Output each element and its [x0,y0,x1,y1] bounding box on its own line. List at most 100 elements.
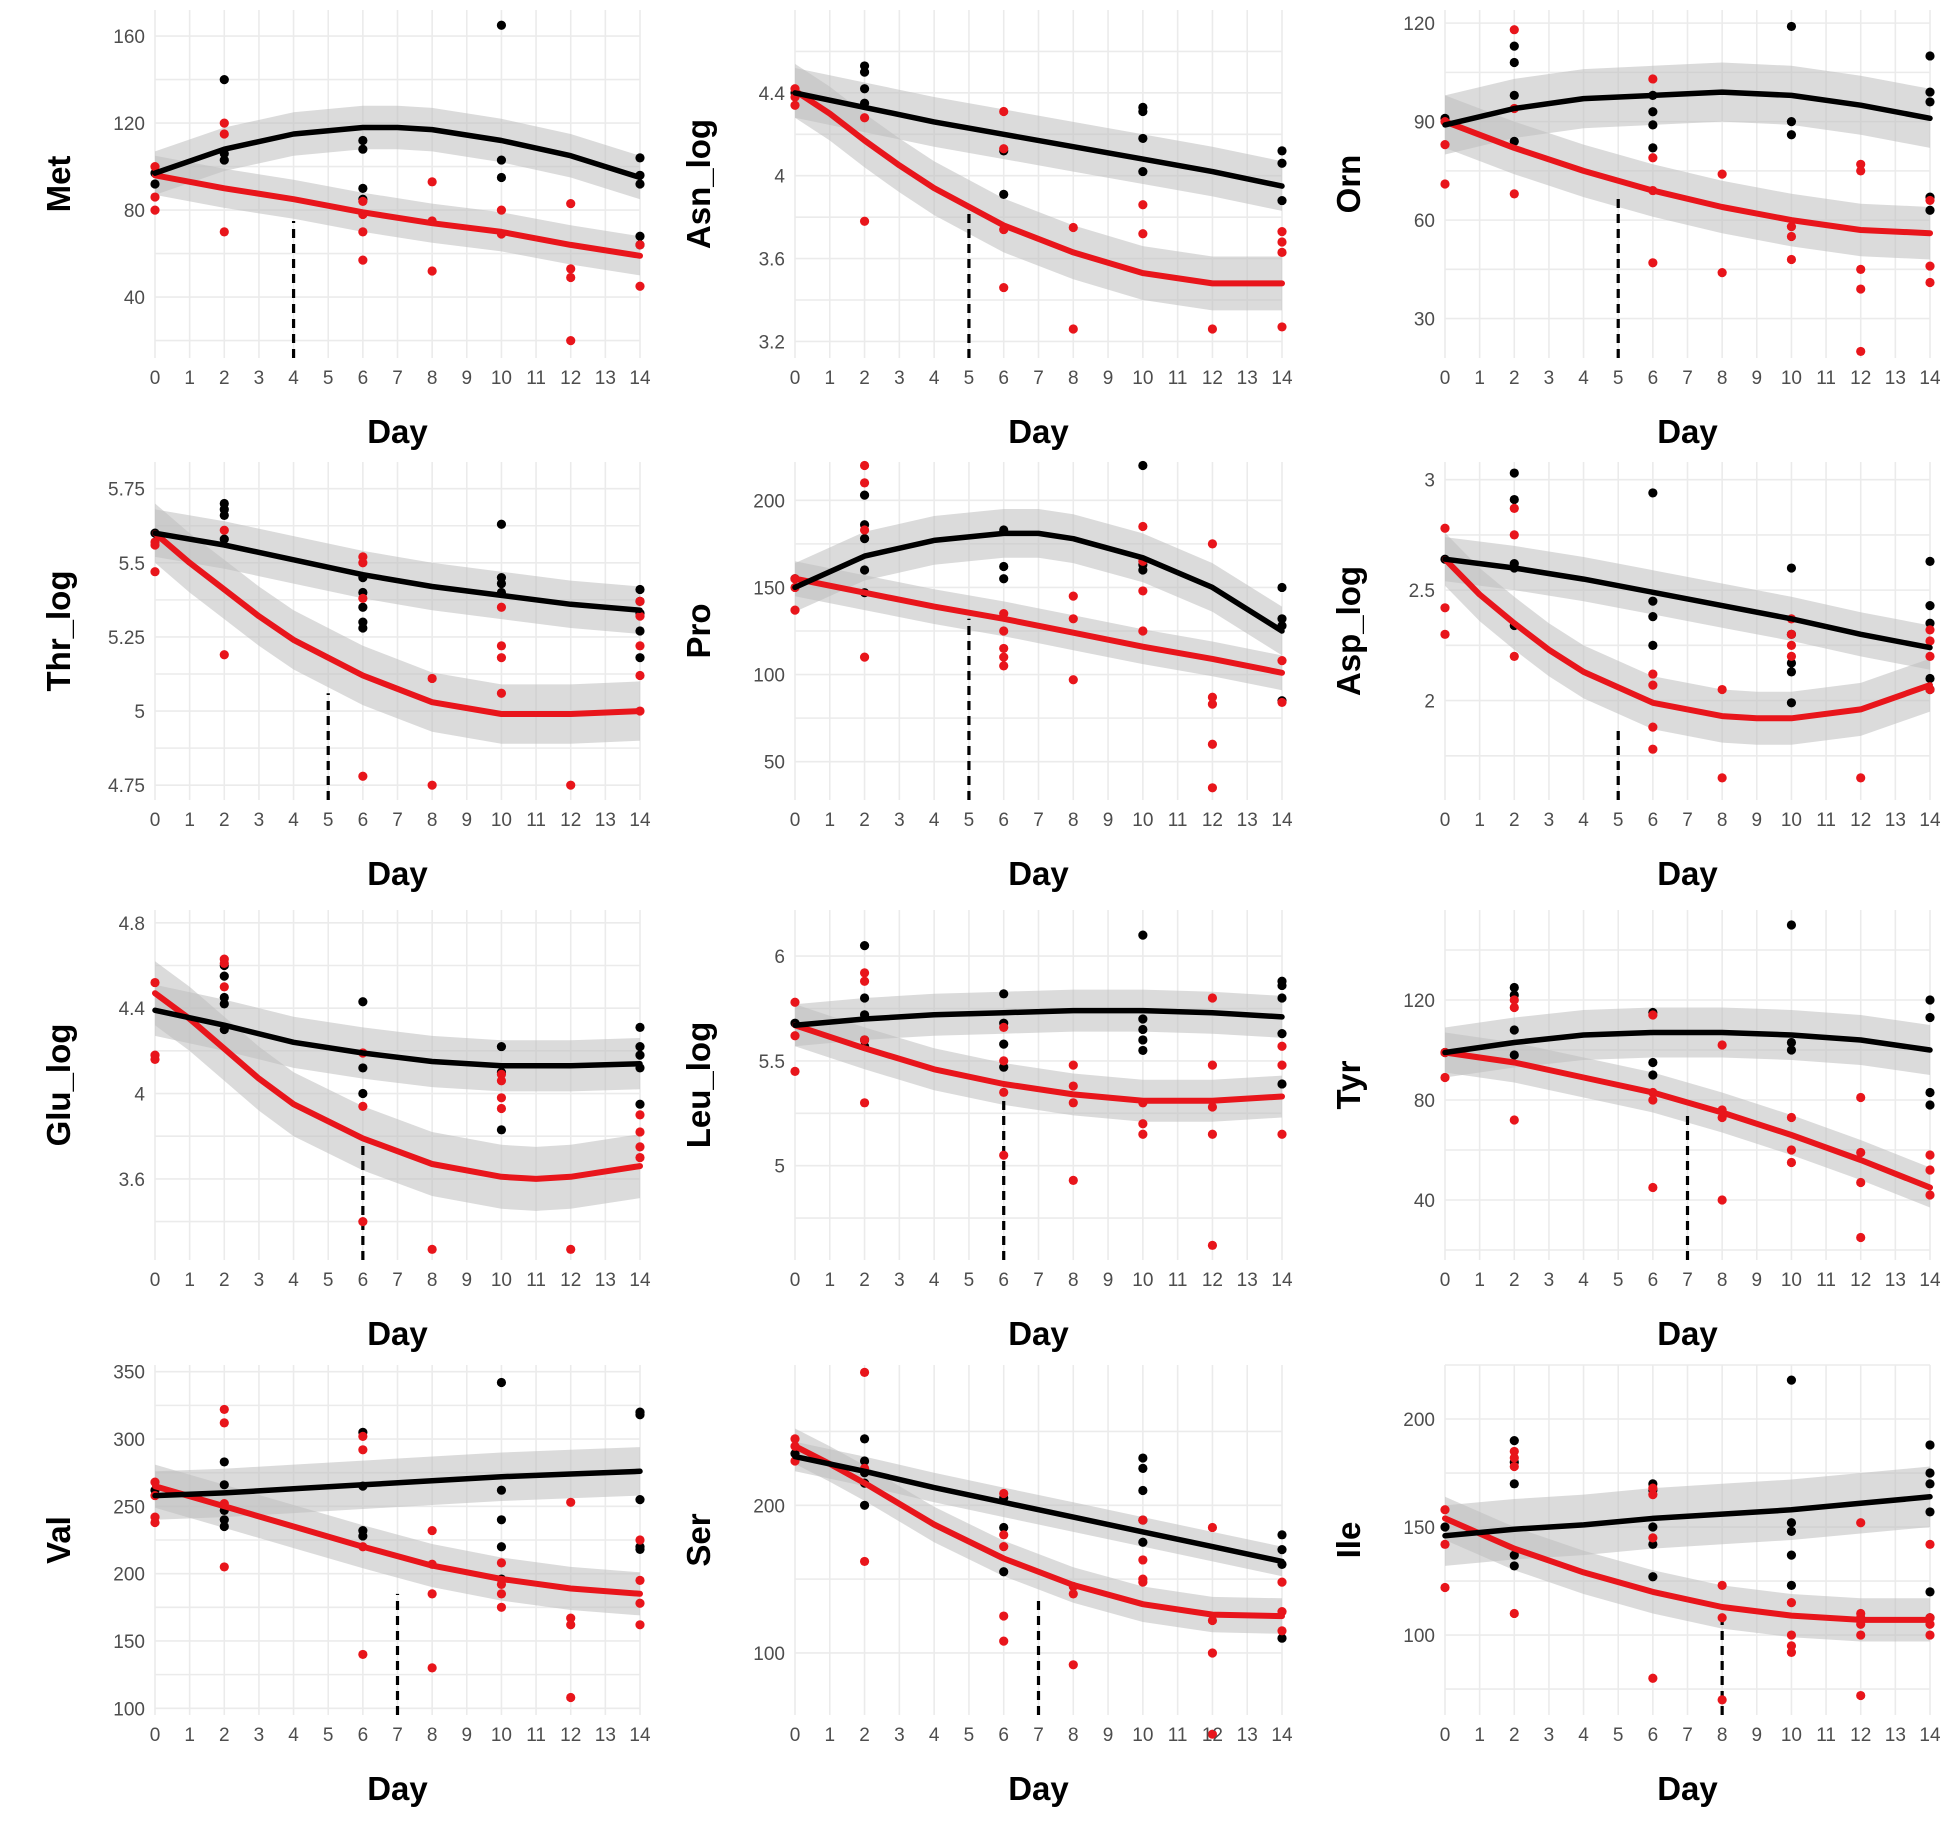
x-tick-label: 11 [1168,1270,1188,1291]
treated-point [1856,284,1866,294]
control-fit-line [792,1007,1285,1029]
control-point [1786,1518,1797,1528]
x-tick-label: 2 [859,1725,870,1746]
control-point [1277,1530,1287,1540]
control-confidence-band [1445,537,1930,670]
treated-point [496,688,507,698]
y-tick-label: 90 [1414,113,1435,134]
x-tick-label: 1 [824,810,835,831]
treated-point [1207,1129,1218,1139]
x-tick-label: 5 [964,1270,975,1291]
treated-point [219,650,229,660]
treated-point [358,593,368,603]
x-tick-label: 8 [1717,1270,1728,1291]
treated-point [566,198,576,209]
control-point [1277,195,1287,206]
control-point [1277,1079,1287,1089]
y-axis-label: Ser [680,1513,717,1566]
control-point [859,941,870,951]
treated-point [1786,222,1797,232]
control-point [1648,612,1658,622]
x-tick-label: 0 [1440,1725,1451,1746]
x-tick-label: 0 [1440,810,1451,831]
control-point [1786,1045,1797,1055]
treated-point [1207,1060,1218,1070]
control-point [859,1434,870,1444]
control-point [219,1480,229,1490]
control-point [358,183,368,193]
x-tick-label: 7 [1682,1270,1693,1291]
x-tick-label: 2 [859,810,870,831]
treated-point [999,282,1009,293]
control-point [859,84,870,94]
treated-point [1207,324,1218,334]
treated-point [1440,603,1450,613]
x-tick-label: 6 [998,1270,1009,1291]
control-point [859,565,870,575]
x-tick-label: 12 [1850,810,1871,831]
control-point [1138,930,1148,940]
y-tick-label: 100 [753,1644,785,1665]
treated-point [1138,1515,1148,1525]
treated-point [1717,1195,1727,1205]
x-tick-label: 14 [1271,810,1293,831]
treated-point [358,1649,368,1660]
control-point [219,999,229,1009]
y-tick-label: 5.5 [759,1052,785,1073]
treated-point [1207,1102,1218,1112]
x-tick-label: 2 [219,368,230,389]
x-tick-label: 9 [461,1725,472,1746]
treated-point [1717,169,1727,179]
control-point [635,1022,645,1032]
control-point [1786,1037,1797,1048]
x-axis-label: Day [1008,855,1069,892]
x-tick-label: 2 [859,368,870,389]
x-tick-label: 0 [790,368,801,389]
treated-point [496,205,507,215]
treated-point [999,144,1009,154]
y-tick-label: 5 [774,1157,785,1178]
x-axis-label: Day [1657,413,1718,450]
treated-point [1717,1613,1727,1623]
treated-point [1509,25,1519,35]
x-tick-label: 12 [1850,1270,1871,1291]
treated-point [1856,1147,1866,1158]
treated-point [1648,1182,1658,1193]
x-tick-label: 6 [1648,1270,1659,1291]
x-tick-label: 12 [560,1270,581,1291]
control-point [999,1567,1009,1577]
control-point [1138,1014,1148,1024]
treated-point [1786,1641,1797,1651]
treated-point [496,1103,507,1114]
treated-point [635,1598,645,1608]
x-tick-label: 14 [1271,368,1293,389]
treated-point [566,336,576,346]
y-axis-label: Glu_log [40,1024,77,1147]
control-point [635,153,645,163]
treated-point [1207,1522,1218,1533]
treated-point [1509,503,1519,513]
y-axis-label: Met [40,156,77,213]
treated-point [1277,237,1287,247]
treated-point [999,626,1009,636]
control-point [1786,1550,1797,1560]
treated-point [790,605,800,615]
x-tick-label: 9 [461,1270,472,1291]
control-point [1925,1100,1935,1110]
x-tick-label: 1 [184,1725,195,1746]
treated-fit-line [792,87,1285,287]
treated-point [859,478,870,488]
treated-point [999,106,1009,117]
x-tick-label: 5 [964,368,975,389]
treated-fit-line [1442,1515,1933,1623]
treated-point [635,1535,645,1545]
treated-fit-line [792,575,1285,676]
control-point [999,574,1009,584]
control-point [635,584,645,595]
treated-point [1509,1002,1519,1013]
treated-point [1440,523,1450,533]
x-tick-label: 11 [1816,1270,1836,1291]
control-point [496,578,507,589]
control-point [219,534,229,544]
